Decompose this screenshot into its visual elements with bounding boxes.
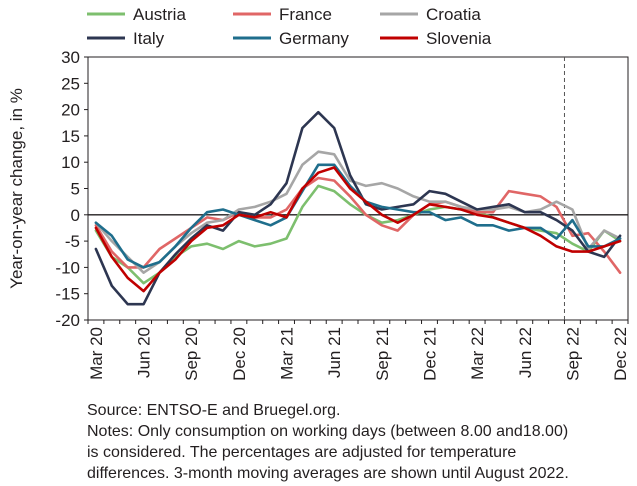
y-tick-label: 10 — [61, 153, 80, 172]
y-tick-label: -5 — [65, 232, 80, 251]
x-tick-label: Jun 21 — [325, 327, 344, 378]
axes: -20 -15 -10 -5 0 5 10 15 20 25 30 Mar 20 Jun 20 Sep 2… — [7, 48, 630, 381]
x-tick-label: Sep 22 — [563, 327, 582, 381]
x-tick-label: Dec 21 — [420, 327, 439, 381]
x-tick-label: Sep 20 — [182, 327, 201, 381]
x-tick-label: Sep 21 — [373, 327, 392, 381]
y-tick-label: -10 — [55, 258, 80, 277]
y-tick-label: -20 — [55, 311, 80, 330]
x-tick-label: Jun 22 — [516, 327, 535, 378]
series-line-germany — [94, 163, 622, 269]
series-line-croatia — [94, 150, 622, 275]
legend-label-croatia: Croatia — [426, 5, 481, 24]
legend-label-austria: Austria — [133, 5, 186, 24]
legend-label-france: France — [279, 5, 332, 24]
source-note: Source: ENTSO-E and Bruegel.org. — [87, 402, 341, 419]
notes-line-3: differences. 3-month moving averages are… — [87, 465, 569, 482]
legend-label-italy: Italy — [133, 29, 165, 48]
y-tick-label: 30 — [61, 48, 80, 67]
y-tick-label: 25 — [61, 74, 80, 93]
y-tick-label: -15 — [55, 285, 80, 304]
notes: Source: ENTSO-E and Bruegel.org. Notes: … — [87, 400, 637, 484]
y-tick-label: 20 — [61, 101, 80, 120]
x-tick-label: Mar 21 — [278, 327, 297, 380]
x-tick-label: Mar 22 — [468, 327, 487, 380]
x-tick-label: Mar 20 — [87, 327, 106, 380]
x-tick-label: Jun 20 — [135, 327, 154, 378]
legend: Austria France Croatia Italy Germany Slovenia — [87, 5, 492, 48]
y-tick-label: 0 — [71, 206, 80, 225]
line-chart: Austria France Croatia Italy Germany Slovenia… — [7, 5, 630, 381]
x-tick-label: Dec 22 — [611, 327, 630, 381]
notes-line-2: is considered. The percentages are adjus… — [87, 444, 517, 461]
notes-line-1: Notes: Only consumption on working days … — [87, 423, 569, 440]
series-lines — [94, 110, 622, 306]
y-tick-label: 15 — [61, 127, 80, 146]
series-line-italy — [94, 110, 622, 306]
legend-label-slovenia: Slovenia — [426, 29, 492, 48]
y-axis-label: Year-on-year change, in % — [7, 88, 26, 289]
x-tick-label: Dec 20 — [230, 327, 249, 381]
series-line-austria — [94, 184, 622, 285]
series-line-slovenia — [94, 166, 622, 293]
legend-label-germany: Germany — [279, 29, 349, 48]
y-tick-label: 5 — [71, 180, 80, 199]
series-line-france — [94, 176, 622, 275]
